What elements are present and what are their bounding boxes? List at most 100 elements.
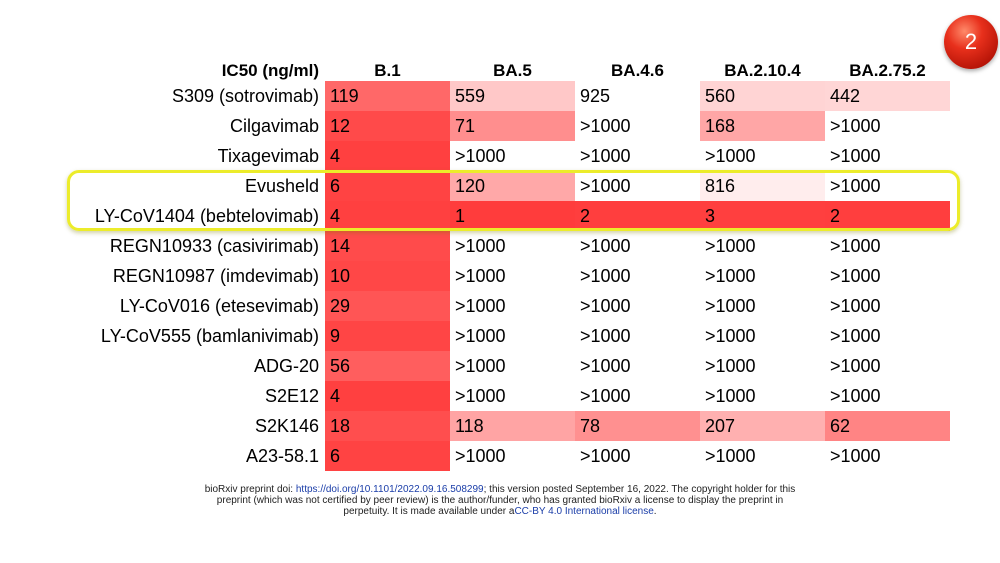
ic50-value-cell: 4	[325, 381, 450, 411]
ic50-value-cell: 207	[700, 411, 825, 441]
ic50-value-cell: >1000	[450, 321, 575, 351]
ic50-value-cell: >1000	[700, 381, 825, 411]
header-ba46: BA.4.6	[611, 61, 664, 80]
ic50-value-cell: 560	[700, 81, 825, 111]
header-ba2104: BA.2.10.4	[724, 61, 801, 80]
ic50-value-cell: >1000	[825, 321, 950, 351]
table-row: Tixagevimab 4 >1000 >1000 >1000 >1000	[70, 141, 950, 171]
table-row: S309 (sotrovimab) 119 559 925 560 442	[70, 81, 950, 111]
antibody-name: S2K146	[254, 415, 319, 436]
header-ic50: IC50 (ng/ml)	[221, 61, 319, 80]
ic50-value-cell: >1000	[575, 111, 700, 141]
antibody-name: S2E12	[264, 385, 319, 406]
antibody-name: Evusheld	[244, 175, 319, 196]
ic50-value-cell: 9	[325, 321, 450, 351]
antibody-name: LY-CoV1404 (bebtelovimab)	[94, 205, 319, 226]
ic50-value-cell: 71	[450, 111, 575, 141]
table-header-row: IC50 (ng/ml) B.1 BA.5 BA.4.6 BA.2.10.4 B…	[70, 55, 950, 81]
ic50-value-cell: 4	[325, 201, 450, 231]
ic50-value-cell: >1000	[450, 441, 575, 471]
ic50-value-cell: 29	[325, 291, 450, 321]
ic50-value-cell: 10	[325, 261, 450, 291]
antibody-name: LY-CoV555 (bamlanivimab)	[100, 325, 319, 346]
antibody-name: A23-58.1	[245, 445, 319, 466]
footer-line2: preprint (which was not certified by pee…	[216, 495, 784, 506]
ic50-value-cell: >1000	[450, 141, 575, 171]
ic50-value-cell: 4	[325, 141, 450, 171]
table-body: S309 (sotrovimab) 119 559 925 560 442 Cilgavim…	[70, 81, 950, 471]
citation-footer: bioRxiv preprint doi: https://doi.org/10…	[170, 484, 830, 517]
table-row: REGN10933 (casivirimab) 14 >1000 >1000 >1000…	[70, 231, 950, 261]
ic50-value-cell: >1000	[575, 171, 700, 201]
ic50-value-cell: 442	[825, 81, 950, 111]
ic50-value-cell: 56	[325, 351, 450, 381]
antibody-name: LY-CoV016 (etesevimab)	[119, 295, 319, 316]
antibody-name: S309 (sotrovimab)	[171, 85, 319, 106]
table-row: REGN10987 (imdevimab) 10 >1000 >1000 >1000 >1…	[70, 261, 950, 291]
ic50-value-cell: >1000	[450, 291, 575, 321]
ic50-value-cell: >1000	[700, 441, 825, 471]
table-row: Cilgavimab 12 71 >1000 168 >1000	[70, 111, 950, 141]
ic50-value-cell: >1000	[575, 321, 700, 351]
ic50-value-cell: >1000	[575, 441, 700, 471]
ic50-value-cell: 6	[325, 441, 450, 471]
footer-line3-prefix: perpetuity. It is made available under a	[343, 506, 515, 517]
license-link[interactable]: CC-BY 4.0 International license	[514, 506, 654, 517]
ic50-value-cell: >1000	[825, 441, 950, 471]
ic50-value-cell: >1000	[450, 231, 575, 261]
table-row: LY-CoV1404 (bebtelovimab) 4 1 2 3 2	[70, 201, 950, 231]
ic50-value-cell: >1000	[825, 291, 950, 321]
ic50-value-cell: 120	[450, 171, 575, 201]
table-row: ADG-20 56 >1000 >1000 >1000 >1000	[70, 351, 950, 381]
header-ba2752: BA.2.75.2	[849, 61, 926, 80]
table-row: LY-CoV555 (bamlanivimab) 9 >1000 >1000 >1000…	[70, 321, 950, 351]
ic50-value-cell: 2	[825, 201, 950, 231]
slide-number: 2	[964, 29, 978, 54]
antibody-name: ADG-20	[253, 355, 319, 376]
ic50-value-cell: 816	[700, 171, 825, 201]
ic50-value-cell: >1000	[575, 291, 700, 321]
ic50-value-cell: >1000	[700, 321, 825, 351]
ic50-value-cell: 12	[325, 111, 450, 141]
ic50-value-cell: 119	[325, 81, 450, 111]
ic50-value-cell: >1000	[450, 381, 575, 411]
ic50-value-cell: >1000	[450, 351, 575, 381]
table-row: Evusheld 6 120 >1000 816 >1000	[70, 171, 950, 201]
ic50-value-cell: 1	[450, 201, 575, 231]
ic50-value-cell: >1000	[700, 351, 825, 381]
ic50-value-cell: >1000	[575, 381, 700, 411]
doi-link[interactable]: https://doi.org/10.1101/2022.09.16.50829…	[295, 484, 484, 495]
ic50-value-cell: >1000	[700, 141, 825, 171]
ic50-value-cell: >1000	[575, 231, 700, 261]
ic50-value-cell: >1000	[825, 141, 950, 171]
ic50-value-cell: 3	[700, 201, 825, 231]
ic50-value-cell: >1000	[575, 141, 700, 171]
ic50-value-cell: 2	[575, 201, 700, 231]
ic50-value-cell: >1000	[825, 351, 950, 381]
header-b1: B.1	[374, 61, 401, 80]
ic50-value-cell: >1000	[825, 171, 950, 201]
ic50-value-cell: 925	[575, 81, 700, 111]
ic50-value-cell: >1000	[700, 231, 825, 261]
ic50-value-cell: 168	[700, 111, 825, 141]
slide-number-badge: 2	[944, 15, 998, 69]
ic50-value-cell: >1000	[575, 261, 700, 291]
table-row: S2E12 4 >1000 >1000 >1000 >1000	[70, 381, 950, 411]
ic50-value-cell: >1000	[825, 111, 950, 141]
antibody-name: REGN10933 (casivirimab)	[109, 235, 319, 256]
header-ba5: BA.5	[493, 61, 532, 80]
ic50-value-cell: 14	[325, 231, 450, 261]
antibody-name: Cilgavimab	[229, 115, 319, 136]
ic50-value-cell: >1000	[700, 261, 825, 291]
table-row: LY-CoV016 (etesevimab) 29 >1000 >1000 >1000 >…	[70, 291, 950, 321]
ic50-value-cell: 62	[825, 411, 950, 441]
table-row: A23-58.1 6 >1000 >1000 >1000 >1000	[70, 441, 950, 471]
ic50-value-cell: 78	[575, 411, 700, 441]
footer-prefix: bioRxiv preprint doi:	[204, 484, 296, 495]
ic50-table: IC50 (ng/ml) B.1 BA.5 BA.4.6 BA.2.10.4 B…	[70, 55, 950, 471]
antibody-name: Tixagevimab	[217, 145, 319, 166]
ic50-value-cell: 559	[450, 81, 575, 111]
ic50-value-cell: >1000	[575, 351, 700, 381]
ic50-value-cell: >1000	[450, 261, 575, 291]
